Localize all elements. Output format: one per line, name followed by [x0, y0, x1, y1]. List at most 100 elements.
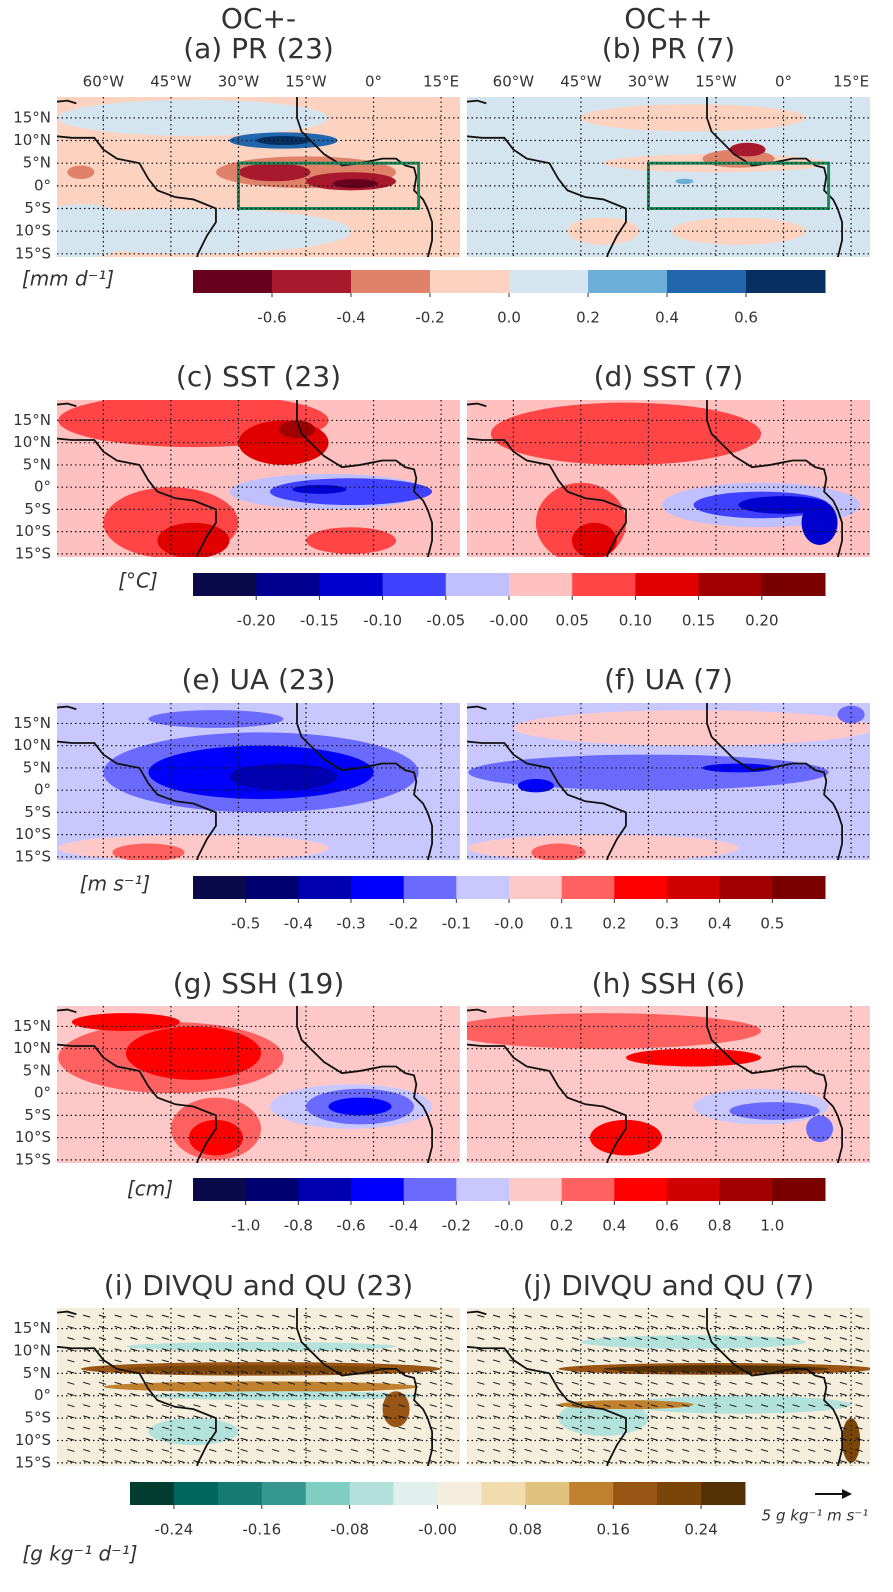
vector-arrow — [98, 1325, 107, 1329]
coastline — [467, 1043, 627, 1163]
vector-arrow — [634, 1370, 643, 1374]
panel-title: (j) DIVQU and QU (7) — [523, 1269, 815, 1302]
vector-arrow — [240, 1437, 248, 1441]
vector-arrow — [697, 1325, 706, 1329]
colorbar-swatch — [667, 1178, 721, 1201]
colorbar-swatch — [351, 1178, 405, 1201]
colorbar-tick-label: -0.6 — [257, 309, 286, 327]
vector-arrow — [130, 1437, 138, 1441]
vector-arrow — [193, 1370, 201, 1374]
vector-arrow — [146, 1426, 154, 1430]
vector-arrow — [303, 1325, 311, 1329]
colorbar-swatch — [588, 270, 668, 293]
lon-tick-label: 60°W — [83, 73, 125, 91]
vector-arrow — [587, 1415, 595, 1419]
vector-arrow — [209, 1325, 217, 1329]
vector-arrow — [792, 1314, 800, 1318]
vector-arrow — [760, 1325, 769, 1329]
vector-arrow — [67, 1381, 75, 1385]
vector-arrow — [666, 1460, 674, 1464]
colorbar-swatch — [351, 876, 405, 899]
vector-arrow — [193, 1381, 201, 1385]
vector-arrow — [413, 1337, 422, 1341]
vector-arrow — [429, 1426, 437, 1430]
colorbar-swatch — [746, 270, 826, 293]
vector-arrow — [524, 1393, 532, 1396]
vector-arrow — [429, 1448, 437, 1452]
vector-arrow — [682, 1437, 690, 1441]
vector-arrow — [445, 1337, 453, 1341]
vector-arrow — [98, 1393, 107, 1396]
vector-arrow — [177, 1404, 185, 1408]
vector-arrow — [524, 1415, 532, 1419]
vector-arrow — [682, 1460, 690, 1464]
colorbar-swatch — [509, 876, 563, 899]
vector-arrow — [634, 1359, 643, 1363]
colorbar-tick-label: -0.3 — [336, 915, 365, 933]
vector-arrow — [429, 1460, 437, 1464]
vector-arrow — [445, 1460, 453, 1464]
colorbar-swatch — [657, 1482, 702, 1505]
vector-arrow — [209, 1348, 217, 1352]
vector-arrow — [82, 1325, 91, 1329]
vector-arrow — [823, 1460, 832, 1464]
lat-tick-label: 15°S — [15, 244, 51, 262]
vector-arrow — [398, 1426, 406, 1430]
colorbar-tick-label: -0.6 — [336, 1217, 365, 1235]
vector-arrow — [492, 1393, 501, 1396]
vector-arrow — [697, 1337, 706, 1341]
vector-arrow — [114, 1426, 122, 1430]
coastline — [57, 402, 77, 408]
contour-fill — [531, 843, 586, 860]
vector-arrow — [287, 1437, 296, 1441]
colorbar-swatch — [561, 876, 615, 899]
vector-arrow — [177, 1325, 185, 1329]
vector-arrow — [224, 1359, 233, 1363]
vector-arrow — [776, 1325, 784, 1329]
vector-arrow — [240, 1348, 248, 1352]
vector-arrow — [776, 1348, 784, 1352]
vector-arrow — [666, 1426, 674, 1430]
vector-arrow — [335, 1314, 343, 1318]
colorbar-tick-label: -0.0 — [494, 915, 523, 933]
colorbar-swatch — [298, 876, 352, 899]
colorbar-unit: [mm d⁻¹] — [22, 267, 114, 291]
lat-tick-label: 10°S — [15, 222, 51, 240]
vector-arrow — [556, 1393, 564, 1396]
vector-arrow — [272, 1460, 280, 1464]
coastline — [706, 400, 843, 557]
vector-arrow — [303, 1359, 311, 1363]
vector-arrow — [524, 1314, 532, 1318]
vector-arrow — [792, 1437, 800, 1441]
vector-arrow — [619, 1381, 627, 1385]
vector-arrow — [350, 1370, 359, 1374]
vector-arrow — [114, 1404, 122, 1408]
map-panel — [57, 400, 460, 557]
vector-arrow — [177, 1415, 185, 1419]
vector-arrow — [650, 1337, 658, 1341]
vector-arrow — [508, 1448, 517, 1452]
contour-fill — [842, 1418, 861, 1463]
vector-arrow — [729, 1359, 737, 1363]
vector-arrow — [287, 1448, 296, 1452]
vector-arrow — [697, 1460, 706, 1464]
vector-arrow — [224, 1460, 233, 1464]
vector-arrow — [792, 1415, 800, 1419]
vector-arrow — [808, 1437, 816, 1441]
vector-arrow — [366, 1415, 374, 1419]
vector-arrow — [272, 1337, 280, 1341]
vector-arrow — [287, 1404, 296, 1408]
vector-arrow — [571, 1448, 580, 1452]
contour-fill — [837, 705, 865, 724]
vector-arrow — [98, 1359, 107, 1363]
colorbar-unit: [g kg⁻¹ d⁻¹] — [22, 1542, 137, 1566]
vector-arrow — [256, 1426, 264, 1430]
vector-arrow — [571, 1437, 580, 1441]
vector-arrow — [366, 1314, 374, 1318]
coastline — [467, 740, 627, 860]
lat-tick-label: 15°N — [13, 411, 51, 429]
vector-arrow — [571, 1426, 580, 1430]
vector-arrow — [398, 1404, 406, 1408]
vector-arrow — [161, 1359, 170, 1363]
lat-tick-label: 15°N — [13, 1319, 51, 1337]
